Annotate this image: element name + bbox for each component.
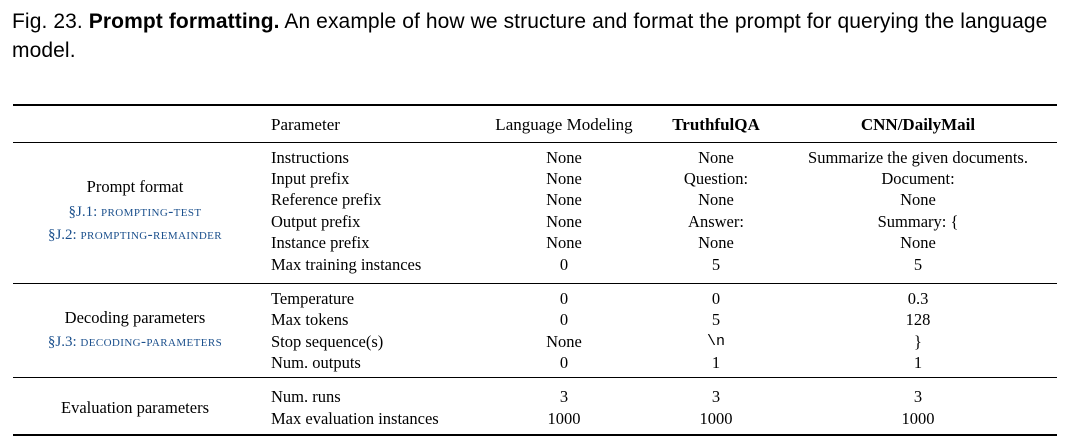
- lm-value-cell: None: [546, 169, 582, 188]
- cnn-value-cell: 128: [905, 310, 931, 329]
- tqa-value-cell: None: [698, 148, 734, 167]
- lm-value-cell: None: [546, 212, 582, 231]
- group-label-decoding-parameters: Decoding parameters: [64, 308, 206, 327]
- param-cell: Max tokens: [271, 310, 349, 329]
- cnn-value-cell: 0.3: [907, 289, 929, 308]
- lm-value-cell: 3: [559, 387, 569, 406]
- link-prompting-remainder[interactable]: §J.2: prompting-remainder: [47, 227, 223, 243]
- header-rule: [13, 142, 1057, 143]
- cnn-value-cell: 1000: [901, 409, 935, 428]
- tqa-value-cell: 0: [711, 289, 721, 308]
- cnn-value-cell: Summarize the given documents.: [808, 148, 1028, 167]
- tqa-value-cell: Question:: [683, 169, 749, 188]
- lm-value-cell: 0: [559, 353, 569, 372]
- tqa-value-cell: 3: [711, 387, 721, 406]
- cnn-value-cell: Document:: [881, 169, 955, 188]
- header-parameter: Parameter: [271, 115, 340, 134]
- param-cell: Num. outputs: [271, 353, 361, 372]
- cnn-value-cell: 5: [913, 255, 923, 274]
- group-divider-rule: [13, 377, 1057, 378]
- lm-value-cell: 0: [559, 289, 569, 308]
- param-cell: Input prefix: [271, 169, 350, 188]
- lm-value-cell: None: [546, 148, 582, 167]
- param-cell: Output prefix: [271, 212, 361, 231]
- table-top-rule: [13, 104, 1057, 106]
- cnn-value-cell: Summary: {: [877, 212, 959, 231]
- tqa-value-cell: Answer:: [688, 212, 744, 231]
- cnn-value-cell: }: [914, 332, 922, 351]
- cnn-value-cell: 3: [913, 387, 923, 406]
- tqa-value-cell: \n: [706, 333, 726, 350]
- link-decoding-parameters[interactable]: §J.3: decoding-parameters: [47, 334, 223, 350]
- tqa-value-cell: None: [698, 190, 734, 209]
- tqa-value-cell: 1: [711, 353, 721, 372]
- param-cell: Num. runs: [271, 387, 341, 406]
- group-label-prompt-format: Prompt format: [86, 177, 184, 196]
- header-truthfulqa: TruthfulQA: [672, 115, 760, 134]
- cnn-value-cell: 1: [913, 353, 923, 372]
- header-cnn-dailymail: CNN/DailyMail: [860, 115, 976, 134]
- cnn-value-cell: None: [900, 190, 936, 209]
- lm-value-cell: None: [546, 190, 582, 209]
- group-label-evaluation-parameters: Evaluation parameters: [61, 398, 209, 417]
- lm-value-cell: 0: [559, 310, 569, 329]
- figure-caption: Fig. 23. Prompt formatting. An example o…: [12, 7, 1062, 65]
- header-language-modeling: Language Modeling: [495, 115, 633, 134]
- caption-title: Prompt formatting.: [88, 10, 280, 33]
- tqa-value-cell: 5: [711, 310, 721, 329]
- group-divider-rule: [13, 283, 1057, 284]
- param-cell: Max evaluation instances: [271, 409, 439, 428]
- param-cell: Instructions: [271, 148, 349, 167]
- link-prompting-test[interactable]: §J.1: prompting-test: [68, 204, 202, 220]
- param-cell: Instance prefix: [271, 233, 370, 252]
- lm-value-cell: None: [546, 233, 582, 252]
- lm-value-cell: None: [546, 332, 582, 351]
- tqa-value-cell: 5: [711, 255, 721, 274]
- param-cell: Max training instances: [271, 255, 422, 274]
- tqa-value-cell: 1000: [699, 409, 733, 428]
- tqa-value-cell: None: [698, 233, 734, 252]
- cnn-value-cell: None: [900, 233, 936, 252]
- caption-label: Fig. 23.: [12, 10, 83, 33]
- param-cell: Reference prefix: [271, 190, 382, 209]
- lm-value-cell: 1000: [547, 409, 581, 428]
- param-cell: Stop sequence(s): [271, 332, 384, 351]
- param-cell: Temperature: [271, 289, 355, 308]
- table-bottom-rule: [13, 434, 1057, 436]
- lm-value-cell: 0: [559, 255, 569, 274]
- caption-text: An example of how we structure and forma…: [12, 10, 1048, 62]
